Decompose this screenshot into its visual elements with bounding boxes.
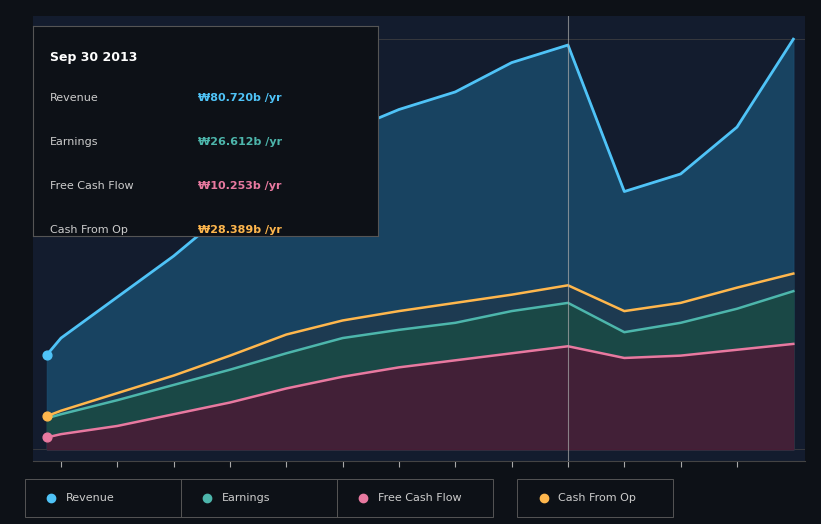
- Text: Analysts Forecasts: Analysts Forecasts: [0, 523, 1, 524]
- Text: Cash From Op: Cash From Op: [558, 493, 636, 503]
- Text: Revenue: Revenue: [66, 493, 114, 503]
- Text: Past: Past: [0, 523, 1, 524]
- Point: [40, 351, 53, 359]
- Text: Earnings: Earnings: [50, 137, 99, 147]
- Text: ₩350b: ₩350b: [0, 523, 1, 524]
- Point: [40, 412, 53, 420]
- Text: Sep 30 2013: Sep 30 2013: [50, 51, 137, 64]
- Text: Revenue: Revenue: [50, 93, 99, 103]
- Text: ₩10.253b /yr: ₩10.253b /yr: [199, 181, 282, 191]
- Text: Earnings: Earnings: [222, 493, 270, 503]
- Text: Free Cash Flow: Free Cash Flow: [378, 493, 461, 503]
- Text: ₩26.612b /yr: ₩26.612b /yr: [199, 137, 282, 147]
- Text: Sep 30 2013: Sep 30 2013: [0, 523, 1, 524]
- Text: ₩80.720b /yr: ₩80.720b /yr: [199, 93, 282, 103]
- Point: [40, 433, 53, 442]
- Text: ₩0: ₩0: [0, 523, 1, 524]
- Text: Cash From Op: Cash From Op: [50, 225, 128, 235]
- Text: Free Cash Flow: Free Cash Flow: [50, 181, 134, 191]
- Text: ₩28.389b /yr: ₩28.389b /yr: [199, 225, 282, 235]
